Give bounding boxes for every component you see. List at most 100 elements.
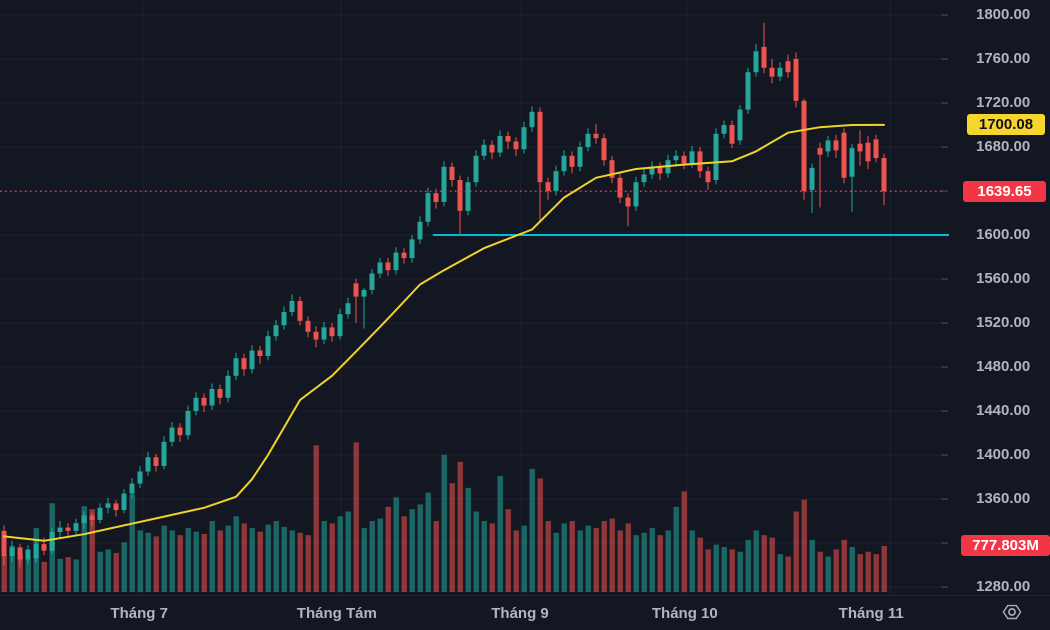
- candle-body: [209, 389, 215, 406]
- volume-bar: [737, 551, 743, 592]
- price-axis[interactable]: 1800.001760.001720.001680.001640.001600.…: [945, 0, 1050, 595]
- candle-body: [633, 182, 639, 207]
- volume-bar: [825, 556, 831, 592]
- volume-bar: [121, 542, 127, 592]
- candle-body: [721, 125, 727, 134]
- candle-body: [529, 111, 535, 128]
- volume-bar: [633, 535, 639, 592]
- volume-bar: [537, 478, 543, 592]
- volume-bar: [257, 531, 263, 592]
- candle-body: [505, 136, 511, 142]
- volume-bar: [185, 528, 191, 592]
- candle-body: [609, 160, 615, 178]
- last-price-badge: 1639.65: [963, 180, 1046, 202]
- candle-body: [377, 262, 383, 274]
- candle-body: [689, 151, 695, 164]
- volume-badge: 777.803M: [961, 535, 1050, 557]
- candle-body: [585, 133, 591, 147]
- candle-body: [353, 283, 359, 297]
- volume-bar: [793, 511, 799, 592]
- volume-bar: [313, 445, 319, 592]
- candle-body: [785, 61, 791, 73]
- candle-body: [793, 59, 799, 101]
- candle-body: [465, 182, 471, 211]
- volume-bar: [481, 520, 487, 592]
- volume-bar: [489, 523, 495, 592]
- volume-bar: [617, 530, 623, 592]
- candle-body: [305, 320, 311, 332]
- volume-bar: [89, 509, 95, 592]
- ma-line[interactable]: [3, 123, 885, 542]
- volume-bar: [265, 524, 271, 592]
- candle-body: [73, 523, 79, 531]
- candle-body: [17, 547, 23, 560]
- volume-bar: [513, 530, 519, 592]
- candle-body: [177, 427, 183, 436]
- candle-body: [329, 327, 335, 337]
- volume-bar: [777, 554, 783, 592]
- candle-body: [89, 515, 95, 520]
- candle-body: [105, 503, 111, 508]
- time-axis[interactable]: Tháng 7 Tháng Tám Tháng 9 Tháng 10 Tháng 11: [0, 595, 1050, 630]
- candle-body: [737, 109, 743, 141]
- volume-bar: [393, 497, 399, 592]
- candle-body: [481, 144, 487, 156]
- candle-body: [833, 140, 839, 151]
- candle-body: [265, 336, 271, 356]
- candle-body: [425, 193, 431, 222]
- time-tick-label: Tháng 9: [491, 605, 549, 622]
- candle-body: [513, 141, 519, 150]
- candle-body: [489, 144, 495, 153]
- candle-body: [697, 151, 703, 172]
- candle-body: [673, 155, 679, 161]
- candle-body: [753, 51, 759, 73]
- volume-bar: [297, 532, 303, 592]
- volume-bar: [585, 525, 591, 592]
- settings-icon[interactable]: [1001, 601, 1023, 623]
- candle-body: [33, 544, 39, 559]
- candle-body: [593, 133, 599, 139]
- candle-body: [545, 182, 551, 191]
- candle-body: [185, 411, 191, 436]
- candle-body: [81, 515, 87, 524]
- candle-body: [65, 527, 71, 531]
- candle-body: [881, 158, 887, 192]
- volume-bar: [569, 520, 575, 592]
- volume-bar: [281, 526, 287, 592]
- candle-body: [601, 138, 607, 161]
- candle-body: [473, 155, 479, 183]
- candle-body: [537, 111, 543, 183]
- volume-bar: [881, 545, 887, 592]
- volume-bar: [561, 523, 567, 592]
- price-tick-label: 1480.00: [976, 358, 1031, 375]
- candle-body: [433, 193, 439, 202]
- volume-bar: [441, 454, 447, 592]
- volume-bar: [457, 461, 463, 592]
- volume-bar: [129, 494, 135, 592]
- volume-bar: [593, 528, 599, 592]
- candle-body: [1, 530, 7, 557]
- candle-body: [729, 125, 735, 144]
- volume-bar: [857, 554, 863, 592]
- candle-body: [281, 312, 287, 326]
- price-tick-label: 1680.00: [976, 138, 1031, 155]
- price-tick-label: 1760.00: [976, 50, 1031, 67]
- volume-bar: [81, 506, 87, 592]
- volume-bar: [809, 539, 815, 592]
- candle-body: [153, 457, 159, 466]
- candle-body: [657, 166, 663, 174]
- volume-bar: [721, 547, 727, 592]
- price-tick-label: 1360.00: [976, 490, 1031, 507]
- candle-body: [553, 171, 559, 191]
- candle-body: [225, 375, 231, 398]
- candle-body: [249, 350, 255, 370]
- volume-bar: [665, 530, 671, 592]
- volume-bar: [841, 539, 847, 592]
- candle-body: [497, 136, 503, 153]
- volume-bar: [337, 516, 343, 592]
- candle-body: [337, 314, 343, 337]
- time-tick-label: Tháng 11: [838, 605, 904, 622]
- volume-bar: [57, 558, 63, 592]
